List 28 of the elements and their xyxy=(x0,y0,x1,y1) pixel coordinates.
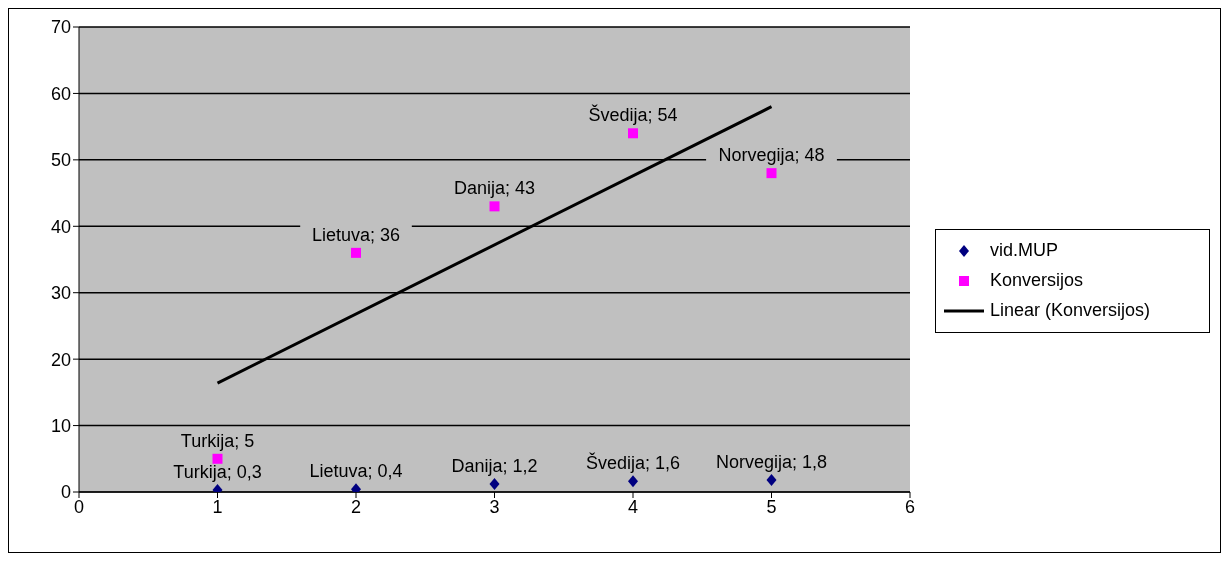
x-tick-label: 6 xyxy=(904,496,916,517)
data-label: Turkija; 5 xyxy=(180,430,255,451)
y-tick-label: 50 xyxy=(50,150,71,171)
legend-label: vid.MUP xyxy=(990,240,1059,261)
x-tick-label: 2 xyxy=(350,496,362,517)
data-label: Švedija; 1,6 xyxy=(585,452,681,474)
x-tick-label: 3 xyxy=(489,496,500,517)
y-tick-label: 10 xyxy=(50,415,71,436)
x-tick-label: 1 xyxy=(212,496,223,517)
legend-label: Linear (Konversijos) xyxy=(990,300,1151,321)
y-tick-label: 40 xyxy=(50,216,71,237)
data-label: Turkija; 0,3 xyxy=(173,462,262,483)
y-tick-label: 70 xyxy=(50,17,71,38)
data-label: Norvegija; 1,8 xyxy=(715,452,828,473)
y-tick-label: 0 xyxy=(60,482,71,503)
data-label: Danija; 1,2 xyxy=(451,456,538,477)
data-label: Norvegija; 48 xyxy=(718,145,825,166)
data-label: Lietuva; 0,4 xyxy=(309,461,403,482)
y-tick-label: 60 xyxy=(50,83,71,104)
y-tick-label: 20 xyxy=(50,349,71,370)
data-label: Lietuva; 36 xyxy=(311,224,401,245)
x-tick-label: 4 xyxy=(627,496,639,517)
legend-label: Konversijos xyxy=(990,270,1084,291)
data-label: Danija; 43 xyxy=(453,178,536,199)
data-label: Švedija; 54 xyxy=(588,104,678,126)
x-tick-label: 5 xyxy=(766,496,777,517)
x-tick-label: 0 xyxy=(73,496,85,517)
y-tick-label: 30 xyxy=(50,283,71,304)
